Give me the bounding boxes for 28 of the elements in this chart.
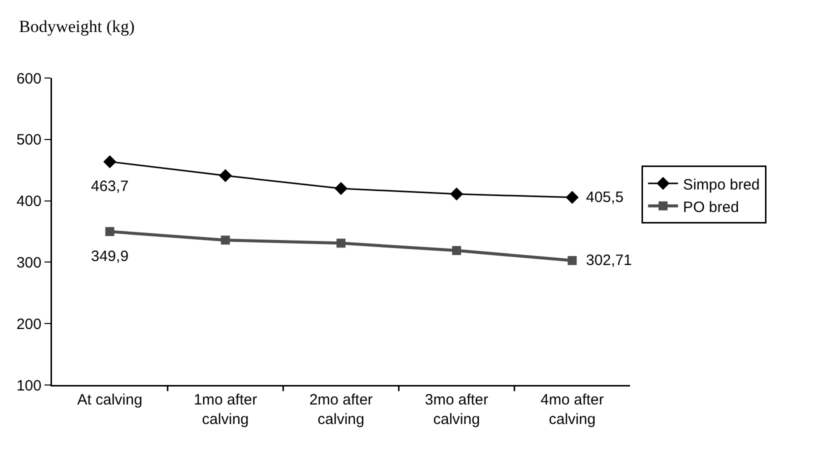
x-tick-label: 3mo after calving [424,392,488,428]
y-tick-label: 400 [16,193,42,210]
point [336,238,346,248]
y-tick-label: 200 [16,316,42,333]
legend-label: Simpo bred [683,176,760,194]
data-label: 405,5 [586,189,624,206]
point [103,155,116,168]
data-label: 349,9 [91,248,129,265]
data-label: 463,7 [91,178,129,195]
point [566,190,579,204]
point [334,182,348,196]
point [218,169,232,182]
point [568,256,577,266]
y-tick-label: 500 [16,132,42,149]
y-tick-label: 300 [16,254,42,272]
x-tick-label: 1mo after calving [194,392,258,428]
point [452,246,462,256]
x-tick-label: 2mo after calving [309,392,373,428]
point [105,227,114,236]
x-tick-label: At calving [77,392,142,408]
point [450,188,464,201]
y-tick-label: 600 [16,70,42,88]
y-tick-label: 100 [16,377,42,394]
legend-label: PO bred [683,198,739,216]
y-axis-title: Bodyweight (kg) [19,17,135,36]
data-label: 302,71 [586,252,632,269]
point [220,236,230,245]
x-tick-label: 4mo after calving [540,392,604,428]
